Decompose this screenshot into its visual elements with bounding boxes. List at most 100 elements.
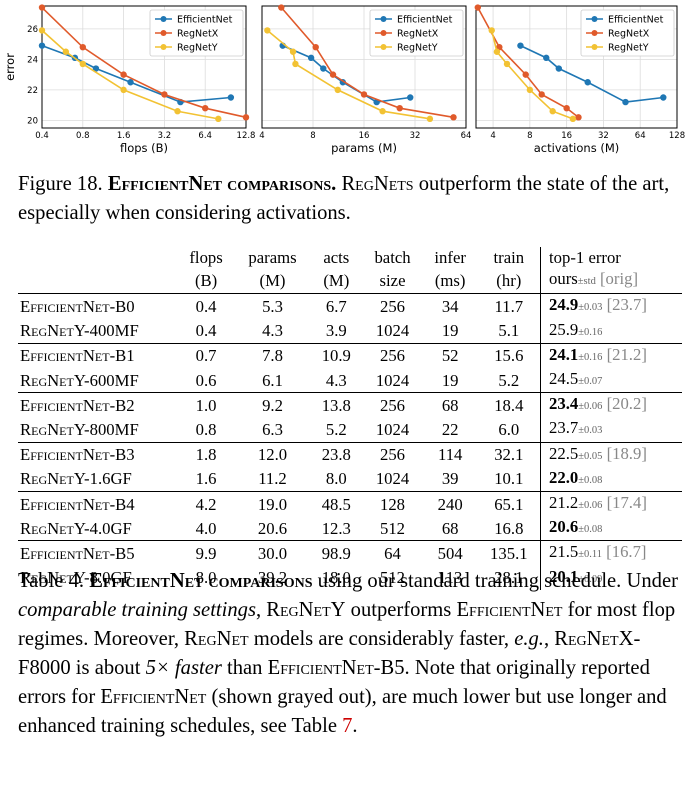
col-flops-unit: (B) bbox=[194, 270, 218, 290]
data-point bbox=[396, 104, 403, 112]
x-tick-label: 0.4 bbox=[35, 131, 49, 141]
table-caption: Table 4. EfficientNet comparisons using … bbox=[18, 570, 678, 737]
cell-model: RegNetY-800MF bbox=[20, 419, 139, 439]
cell-model: EfficientNet-B4 bbox=[18, 491, 178, 517]
cell-train: 32.1 bbox=[477, 441, 541, 467]
data-point bbox=[450, 114, 457, 121]
error-std: ±0.07 bbox=[578, 376, 603, 388]
data-point bbox=[38, 27, 46, 34]
cell-infer: 240 bbox=[422, 491, 478, 517]
cell-infer: 504 bbox=[422, 540, 478, 566]
cell-batch: 512 bbox=[379, 568, 406, 588]
cell-model: EfficientNet-B2 bbox=[18, 392, 178, 418]
x-axis-label: activations (M) bbox=[534, 141, 620, 155]
legend-swatch-marker bbox=[380, 30, 387, 36]
legend-swatch-marker bbox=[160, 30, 167, 36]
series-line bbox=[41, 44, 231, 103]
cell-model: EfficientNet-B3 bbox=[18, 441, 178, 467]
cell-model: RegNetY-600MF bbox=[20, 370, 139, 390]
cell-train: 135.1 bbox=[477, 540, 541, 566]
error-value: 20.1 bbox=[549, 566, 579, 586]
error-value: 24.5 bbox=[549, 369, 579, 389]
error-value: 21.2 bbox=[549, 493, 579, 513]
data-point bbox=[92, 65, 100, 72]
figure-caption-regnets: RegNets bbox=[341, 173, 414, 195]
legend-swatch-marker bbox=[380, 44, 387, 50]
error-orig: [18.9] bbox=[606, 443, 647, 463]
cell-infer: 113 bbox=[437, 568, 463, 588]
error-std: ±0.06 bbox=[578, 401, 603, 413]
legend-box bbox=[149, 9, 244, 57]
cell-batch: 64 bbox=[362, 540, 423, 566]
data-point bbox=[242, 114, 250, 121]
col-error-sub: ours±std [orig] bbox=[540, 268, 682, 294]
x-tick-label: 8 bbox=[527, 131, 532, 141]
error-std: ±0.03 bbox=[578, 425, 603, 437]
error-std: ±0.11 bbox=[578, 549, 602, 561]
cell-model: EfficientNet-B5 bbox=[18, 540, 178, 566]
cell-acts: 5.2 bbox=[325, 419, 347, 439]
data-point bbox=[660, 94, 667, 101]
table-7-link[interactable]: 7 bbox=[342, 715, 353, 737]
series-line bbox=[41, 29, 219, 120]
y-axis-label: error bbox=[3, 53, 17, 81]
data-point bbox=[493, 48, 501, 55]
cell-acts: 48.5 bbox=[310, 491, 363, 517]
data-point bbox=[38, 4, 46, 11]
col-error: top-1 error bbox=[540, 247, 682, 269]
cell-acts: 3.9 bbox=[325, 321, 347, 341]
cell-error: 24.5±0.07 bbox=[540, 368, 682, 393]
col-batch: batch bbox=[374, 248, 411, 267]
data-point bbox=[555, 65, 562, 72]
x-tick-label: 16 bbox=[561, 131, 572, 141]
cell-params: 6.1 bbox=[262, 370, 283, 390]
cell-params: 12.0 bbox=[234, 441, 311, 467]
cell-flops: 0.6 bbox=[195, 370, 217, 390]
table-row: RegNetY-8.0GF 8.0 39.2 18.0 512 113 28.1 20.1±0… bbox=[18, 565, 682, 590]
data-point bbox=[264, 27, 271, 34]
legend-label: RegNetX bbox=[397, 29, 439, 40]
table-row: EfficientNet-B3 1.8 12.0 23.8 256 114 32.1 22.5… bbox=[18, 441, 682, 467]
legend-box bbox=[369, 9, 464, 57]
cell-batch: 1024 bbox=[375, 419, 410, 439]
data-point bbox=[215, 115, 222, 123]
data-point bbox=[488, 27, 495, 34]
cell-params: 4.3 bbox=[262, 321, 283, 341]
data-point bbox=[289, 48, 297, 55]
cell-flops: 9.9 bbox=[177, 540, 235, 566]
cell-error: 20.6±0.08 bbox=[540, 516, 682, 541]
x-tick-label: 4 bbox=[259, 131, 264, 141]
error-value: 23.7 bbox=[549, 418, 579, 438]
figure-caption: Figure 18. EfficientNet comparisons. Reg… bbox=[18, 170, 682, 228]
col-infer: infer bbox=[434, 248, 466, 267]
cell-infer: 68 bbox=[422, 392, 478, 418]
data-point bbox=[202, 104, 209, 112]
table-row: EfficientNet-B2 1.0 9.2 13.8 256 68 18.4 23.4±0… bbox=[18, 392, 682, 418]
data-point bbox=[120, 71, 127, 78]
cell-infer: 34 bbox=[422, 293, 478, 319]
legend-swatch-marker bbox=[160, 44, 167, 50]
legend-label: RegNetX bbox=[177, 29, 219, 40]
cell-infer: 52 bbox=[422, 342, 478, 369]
y-tick-label: 22 bbox=[27, 86, 38, 96]
series-line bbox=[520, 44, 664, 103]
data-point bbox=[227, 94, 235, 101]
x-tick-label: 32 bbox=[410, 131, 421, 141]
data-point bbox=[526, 86, 534, 94]
cell-params: 20.6 bbox=[257, 518, 288, 538]
cell-acts: 98.9 bbox=[310, 540, 363, 566]
legend-swatch-marker bbox=[591, 16, 598, 22]
x-tick-label: 1.6 bbox=[117, 131, 131, 141]
x-tick-label: 64 bbox=[635, 131, 646, 141]
x-tick-label: 64 bbox=[461, 131, 472, 141]
legend-label: RegNetY bbox=[177, 43, 218, 54]
cell-flops: 4.2 bbox=[177, 491, 235, 517]
x-tick-label: 16 bbox=[359, 131, 370, 141]
cell-params: 30.0 bbox=[234, 540, 311, 566]
chart-activations-svg: 4 8 16 32 64 128 activations (M) EfficientNet Re… bbox=[474, 4, 685, 155]
col-acts: acts bbox=[323, 248, 350, 267]
cell-params: 5.3 bbox=[234, 293, 311, 319]
cell-acts: 10.9 bbox=[310, 342, 363, 369]
legend-swatch-marker bbox=[160, 16, 167, 22]
data-point bbox=[120, 86, 127, 94]
